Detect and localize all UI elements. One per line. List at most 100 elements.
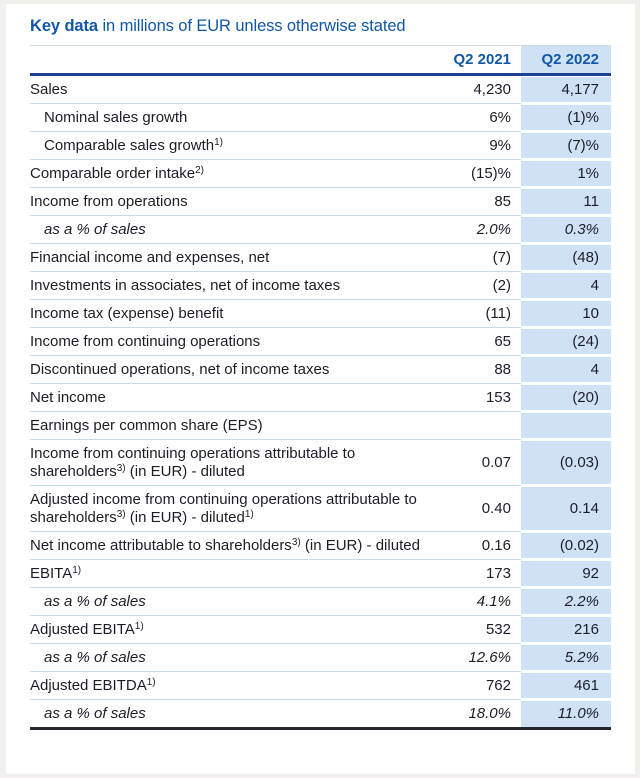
value-q2-2021: 153	[433, 384, 521, 412]
value-q2-2022: (20)	[521, 384, 611, 412]
value-q2-2021: 6%	[433, 104, 521, 132]
value-q2-2021: 532	[433, 616, 521, 644]
footnote-marker: 1)	[214, 137, 223, 148]
value-q2-2022: 461	[521, 672, 611, 700]
value-q2-2022: (1)%	[521, 104, 611, 132]
footnote-marker: 1)	[134, 621, 144, 632]
value-q2-2022	[521, 412, 611, 440]
row-label: as a % of sales	[30, 588, 433, 616]
row-label: Net income attributable to shareholders3…	[30, 532, 433, 560]
value-q2-2021: 12.6%	[433, 644, 521, 672]
value-q2-2022: (7)%	[521, 132, 611, 160]
row-label: Financial income and expenses, net	[30, 244, 433, 272]
key-data-table: Q2 2021 Q2 2022 Sales 4,230 4,177 Nominal s…	[30, 46, 611, 730]
value-q2-2022: (48)	[521, 244, 611, 272]
table-row: Net income 153 (20)	[30, 384, 611, 412]
table-row: Income from continuing operations 65 (24)	[30, 328, 611, 356]
row-label: Adjusted EBITA1)	[30, 616, 433, 644]
footnote-marker: 1)	[72, 565, 82, 576]
table-row: Adjusted EBITA1) 532 216	[30, 616, 611, 644]
table-row: Discontinued operations, net of income t…	[30, 356, 611, 384]
value-q2-2021: (11)	[433, 300, 521, 328]
row-label: Earnings per common share (EPS)	[30, 412, 433, 440]
table-row: Comparable sales growth1) 9% (7)%	[30, 132, 611, 160]
table-row: Sales 4,230 4,177	[30, 76, 611, 104]
table-row: Income tax (expense) benefit (11) 10	[30, 300, 611, 328]
value-q2-2021: 0.16	[433, 532, 521, 560]
row-label: Sales	[30, 76, 433, 104]
value-q2-2022: 0.3%	[521, 216, 611, 244]
row-label: as a % of sales	[30, 216, 433, 244]
row-label: Discontinued operations, net of income t…	[30, 356, 433, 384]
value-q2-2022: 4,177	[521, 76, 611, 104]
value-q2-2021: (7)	[433, 244, 521, 272]
value-q2-2021: 0.40	[433, 486, 521, 532]
table-row: as a % of sales 12.6% 5.2%	[30, 644, 611, 672]
column-header-metric	[30, 46, 433, 76]
value-q2-2022: 10	[521, 300, 611, 328]
table-row: as a % of sales 4.1% 2.2%	[30, 588, 611, 616]
value-q2-2022: 11	[521, 188, 611, 216]
table-row: Income from operations 85 11	[30, 188, 611, 216]
table-row: Adjusted EBITDA1) 762 461	[30, 672, 611, 700]
row-label: Income from continuing operations attrib…	[30, 440, 433, 486]
title-subtitle: in millions of EUR unless otherwise stat…	[97, 17, 406, 35]
value-q2-2022: 2.2%	[521, 588, 611, 616]
value-q2-2021: 18.0%	[433, 700, 521, 730]
table-row: Investments in associates, net of income…	[30, 272, 611, 300]
row-label: Comparable order intake2)	[30, 160, 433, 188]
table-row: Earnings per common share (EPS)	[30, 412, 611, 440]
row-label: Nominal sales growth	[30, 104, 433, 132]
table-row: Comparable order intake2) (15)% 1%	[30, 160, 611, 188]
value-q2-2021: 9%	[433, 132, 521, 160]
value-q2-2022: 11.0%	[521, 700, 611, 730]
table-row: as a % of sales 2.0% 0.3%	[30, 216, 611, 244]
value-q2-2021: 173	[433, 560, 521, 588]
row-label: as a % of sales	[30, 644, 433, 672]
row-label: EBITA1)	[30, 560, 433, 588]
table-row: as a % of sales 18.0% 11.0%	[30, 700, 611, 730]
table-row: Income from continuing operations attrib…	[30, 440, 611, 486]
row-label: Income tax (expense) benefit	[30, 300, 433, 328]
table-row: Nominal sales growth 6% (1)%	[30, 104, 611, 132]
value-q2-2021: 2.0%	[433, 216, 521, 244]
column-header-q2-2021: Q2 2021	[433, 46, 521, 76]
row-label: Net income	[30, 384, 433, 412]
value-q2-2022: 0.14	[521, 486, 611, 532]
report-page: Key data in millions of EUR unless other…	[6, 4, 635, 774]
value-q2-2021: 762	[433, 672, 521, 700]
value-q2-2022: 5.2%	[521, 644, 611, 672]
row-label: Comparable sales growth1)	[30, 132, 433, 160]
table-body: Sales 4,230 4,177 Nominal sales growth 6% (1)…	[30, 76, 611, 730]
value-q2-2021: 65	[433, 328, 521, 356]
row-label: Income from operations	[30, 188, 433, 216]
column-header-q2-2022: Q2 2022	[521, 46, 611, 76]
value-q2-2022: 216	[521, 616, 611, 644]
value-q2-2022: 4	[521, 272, 611, 300]
value-q2-2021: (2)	[433, 272, 521, 300]
value-q2-2022: (0.03)	[521, 440, 611, 486]
footnote-marker: 1)	[244, 509, 254, 520]
value-q2-2021: 4.1%	[433, 588, 521, 616]
table-row: EBITA1) 173 92	[30, 560, 611, 588]
value-q2-2022: 92	[521, 560, 611, 588]
page-title: Key data in millions of EUR unless other…	[30, 14, 611, 46]
footnote-marker: 2)	[195, 165, 204, 176]
value-q2-2022: (24)	[521, 328, 611, 356]
table-row: Net income attributable to shareholders3…	[30, 532, 611, 560]
footnote-marker: 3)	[116, 463, 126, 474]
value-q2-2022: 4	[521, 356, 611, 384]
value-q2-2021	[433, 412, 521, 440]
value-q2-2021: 0.07	[433, 440, 521, 486]
footnote-marker: 1)	[146, 677, 156, 688]
row-label: Income from continuing operations	[30, 328, 433, 356]
value-q2-2022: (0.02)	[521, 532, 611, 560]
title-keyword: Key data	[30, 17, 98, 35]
value-q2-2022: 1%	[521, 160, 611, 188]
row-label: Adjusted income from continuing operatio…	[30, 486, 433, 532]
value-q2-2021: 4,230	[433, 76, 521, 104]
table-row: Financial income and expenses, net (7) (48…	[30, 244, 611, 272]
value-q2-2021: 88	[433, 356, 521, 384]
row-label: as a % of sales	[30, 700, 433, 730]
value-q2-2021: 85	[433, 188, 521, 216]
